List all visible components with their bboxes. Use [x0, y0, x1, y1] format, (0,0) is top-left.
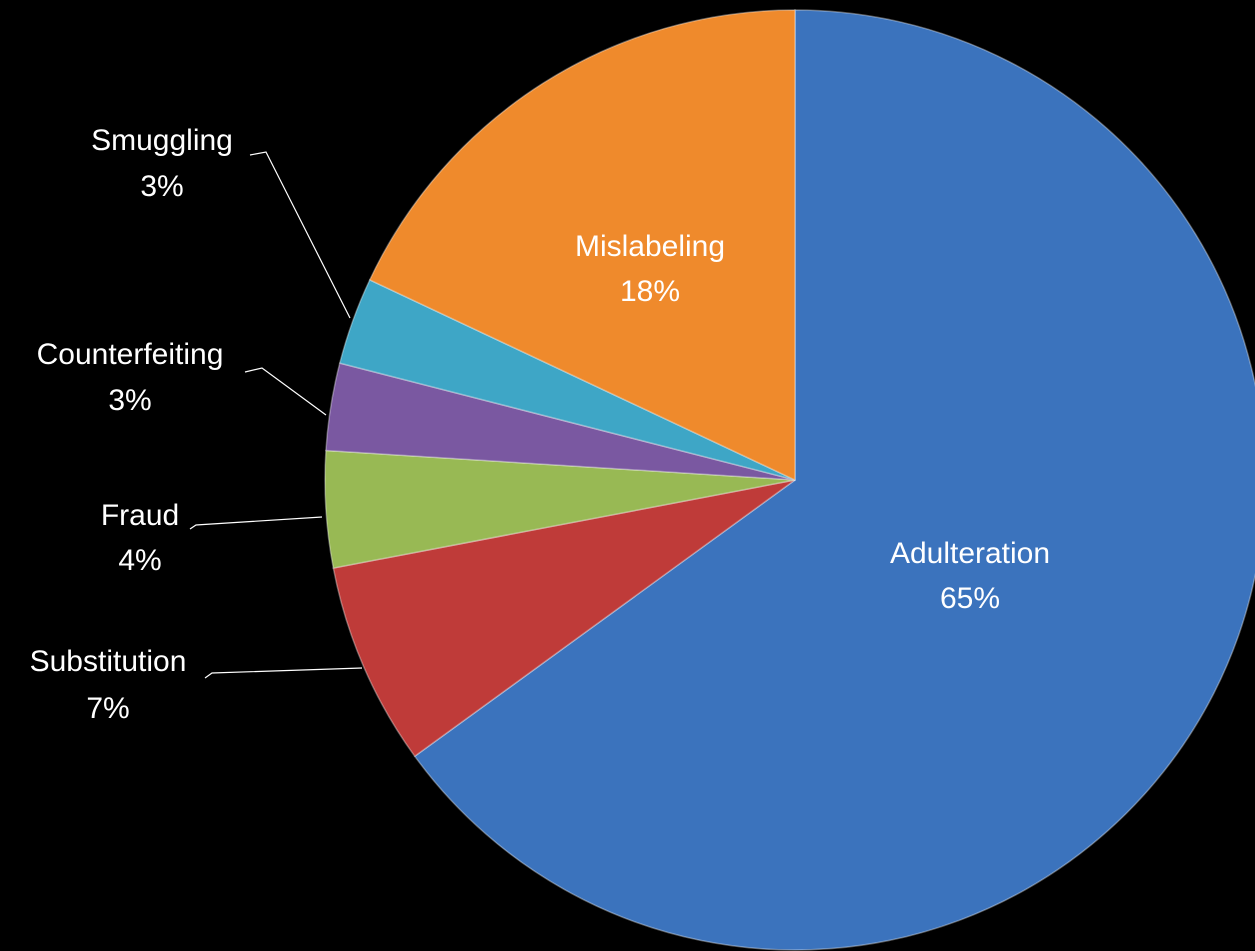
leader-line [189, 516, 323, 530]
leader-line [244, 367, 327, 416]
pie-slice [338, 278, 796, 481]
slice-label: Adulteration [890, 537, 1050, 570]
pie-slice [368, 9, 796, 482]
pie-slice [332, 479, 796, 758]
value-label: 4% [118, 544, 161, 577]
value-label: 65% [940, 582, 1000, 615]
slice-label: Substitution [30, 645, 187, 678]
value-label: 3% [140, 170, 183, 203]
value-label: 18% [620, 275, 680, 308]
slice-label: Smuggling [91, 124, 233, 157]
pie-slice [324, 449, 796, 569]
pie-slice [413, 9, 1255, 951]
value-label: 3% [108, 384, 151, 417]
value-label: 7% [86, 692, 129, 725]
leader-line [249, 151, 351, 319]
slice-label: Counterfeiting [37, 338, 224, 371]
pie-slice [325, 362, 796, 481]
slice-label: Mislabeling [575, 230, 725, 263]
leader-line [204, 667, 363, 679]
slice-label: Fraud [101, 499, 179, 532]
